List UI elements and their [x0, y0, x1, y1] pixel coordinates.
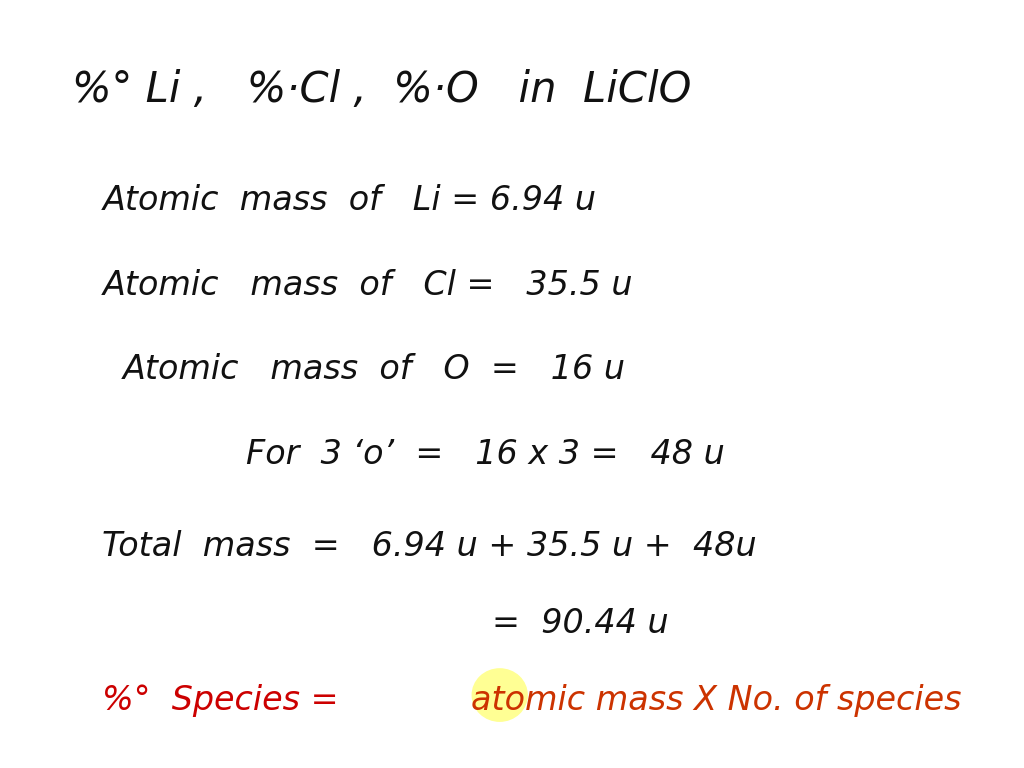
Text: Total  mass  =   6.94 u + 35.5 u +  48u: Total mass = 6.94 u + 35.5 u + 48u: [102, 530, 757, 563]
Text: Atomic   mass  of   Cl =   35.5 u: Atomic mass of Cl = 35.5 u: [102, 269, 633, 302]
Text: Atomic   mass  of   O  =   16 u: Atomic mass of O = 16 u: [123, 353, 626, 386]
Ellipse shape: [471, 668, 528, 722]
Text: =  90.44 u: = 90.44 u: [492, 607, 668, 640]
Text: %° Li ,   %·Cl ,  %·O   in  LiClO: %° Li , %·Cl , %·O in LiClO: [72, 69, 691, 111]
Text: atomic mass X No. of species: atomic mass X No. of species: [471, 684, 962, 717]
Text: Atomic  mass  of   Li = 6.94 u: Atomic mass of Li = 6.94 u: [102, 184, 596, 217]
Text: For  3 ‘o’  =   16 x 3 =   48 u: For 3 ‘o’ = 16 x 3 = 48 u: [246, 438, 725, 471]
Text: %°  Species =: %° Species =: [102, 684, 349, 717]
